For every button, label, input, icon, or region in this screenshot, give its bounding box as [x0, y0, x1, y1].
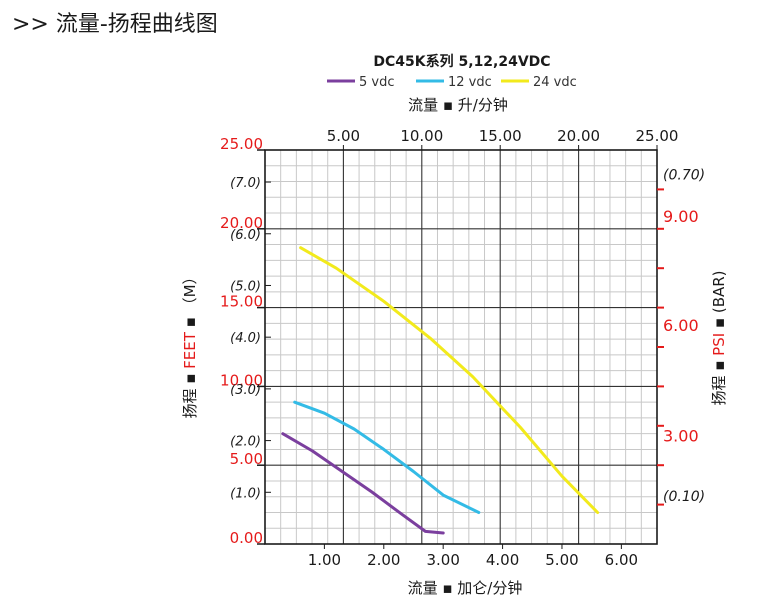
x-tick-lpm-label: 15.00	[479, 127, 522, 145]
y-tick-psi-label: 3.00	[663, 426, 699, 445]
y-tick-feet-label: 5.00	[230, 450, 263, 468]
y-tick-feet-label: 10.00	[220, 371, 263, 389]
x-tick-gpm-label: 6.00	[605, 551, 638, 569]
grid-major	[265, 150, 657, 544]
right-axis-label-psi: PSI	[710, 333, 728, 356]
series-line-1	[293, 400, 481, 514]
y-tick-m-label: (3.0)	[230, 383, 261, 398]
legend: 5 vdc 12 vdc 24 vdc	[327, 75, 577, 90]
x-tick-lpm-label: 10.00	[400, 127, 443, 145]
chart-title: DC45K系列 5,12,24VDC	[373, 53, 550, 70]
plot-frame	[264, 149, 658, 545]
left-axis-label: 扬程 ▪ FEET ▪ （M）	[181, 269, 199, 418]
y-tick-m-label: (5.0)	[230, 279, 261, 294]
x-tick-lpm-label: 5.00	[327, 127, 360, 145]
bottom-axis-label: 流量 ▪ 加仑/分钟	[408, 579, 523, 597]
y-tick-m-label: (1.0)	[230, 486, 261, 501]
y-tick-psi-label: 6.00	[663, 316, 699, 335]
y-tick-m-label: (7.0)	[230, 176, 261, 191]
y-tick-psi-label: (0.70)	[663, 168, 705, 184]
axes-layer: 1.00 2.00 3.00 4.00 5.00 6.00 5.00 10.00 15.00 20…	[220, 127, 705, 569]
left-axis-label-feet: FEET	[181, 331, 199, 369]
x-tick-gpm-label: 4.00	[486, 551, 519, 569]
y-tick-psi-label: 9.00	[663, 207, 699, 226]
left-axis-label-part-a: 扬程 ▪	[181, 369, 199, 419]
series-layer	[281, 246, 600, 535]
x-tick-gpm-label: 3.00	[426, 551, 459, 569]
right-axis-label: 扬程 ▪ PSI ▪ (BAR)	[710, 270, 728, 405]
legend-label: 5 vdc	[359, 75, 395, 90]
y-tick-feet-label: 20.00	[220, 214, 263, 232]
right-axis-label-part-a: 扬程 ▪	[710, 356, 728, 406]
y-tick-m-label: (6.0)	[230, 228, 261, 243]
y-tick-feet-label: 15.00	[220, 293, 263, 311]
grid-minor	[265, 150, 657, 544]
x-tick-lpm-label: 25.00	[636, 127, 679, 145]
y-tick-psi-label: (0.10)	[663, 489, 705, 505]
legend-label: 24 vdc	[533, 75, 577, 90]
x-tick-gpm-label: 5.00	[545, 551, 578, 569]
y-tick-feet-label: 0.00	[230, 529, 263, 547]
series-line-0	[281, 432, 445, 535]
page-title: >> 流量-扬程曲线图	[12, 12, 218, 37]
x-tick-lpm-label: 20.00	[557, 127, 600, 145]
top-axis-label: 流量 ▪ 升/分钟	[408, 96, 508, 114]
left-axis-label-part-c: ▪ （M）	[181, 269, 199, 332]
x-tick-gpm-label: 1.00	[308, 551, 341, 569]
legend-label: 12 vdc	[448, 75, 492, 90]
right-axis-label-part-c: ▪ (BAR)	[710, 270, 728, 332]
x-tick-gpm-label: 2.00	[367, 551, 400, 569]
y-tick-m-label: (2.0)	[230, 435, 261, 450]
series-line-2	[299, 246, 600, 514]
y-tick-feet-label: 25.00	[220, 135, 263, 153]
y-tick-m-label: (4.0)	[230, 331, 261, 346]
